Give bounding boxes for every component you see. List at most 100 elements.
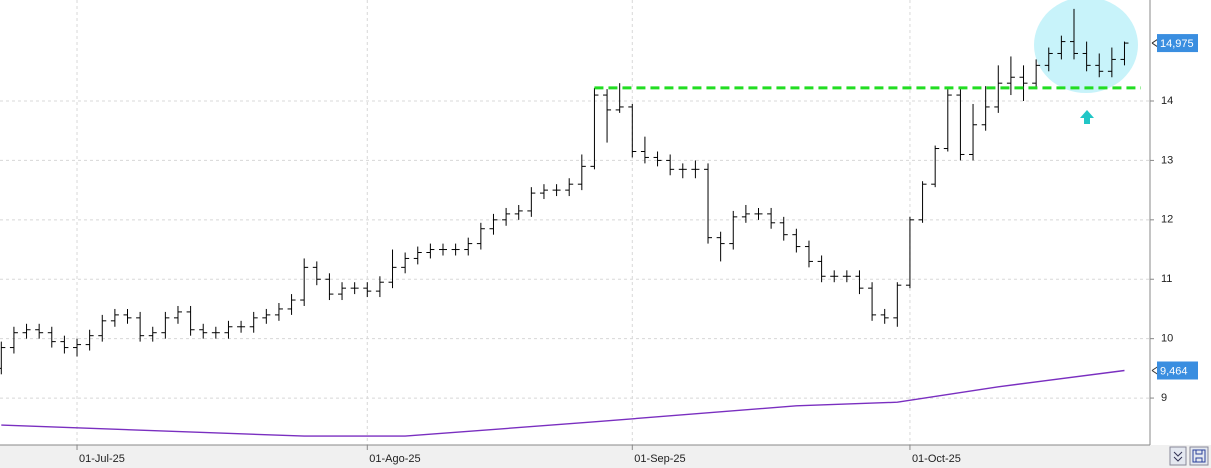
ohlc-bar [173,305,182,324]
up-arrow [1080,110,1094,124]
ohlc-bar [514,204,523,220]
y-tick-label: 11 [1161,273,1172,285]
ohlc-bar [729,210,738,250]
ohlc-bar [148,326,157,342]
price-label: 14,975 [1160,38,1194,50]
y-tick-label: 10 [1161,333,1173,345]
ohlc-bar [767,207,776,229]
ohlc-bar [603,89,612,143]
ohlc-bar [956,89,965,161]
ohlc-bar [325,273,334,301]
x-tick-label: 01-Sep-25 [634,453,685,465]
ohlc-bar [22,323,31,339]
ohlc-bar [439,243,447,256]
ohlc-bar [804,240,813,268]
y-tick-label: 14 [1161,95,1173,107]
ohlc-bar [565,178,574,197]
ohlc-bar [628,103,637,158]
ohlc-bar [855,270,864,295]
ohlc-bar [388,249,397,289]
ohlc-bar [842,270,851,283]
ohlc-bar [110,308,119,327]
ohlc-bar [136,311,145,342]
y-tick-label: 9 [1161,392,1167,404]
x-tick-label: 01-Ago-25 [369,453,420,465]
ohlc-bar [880,308,889,324]
ohlc-bar [792,228,801,253]
price-label: 9,464 [1160,365,1188,377]
price-label-box [1157,34,1198,53]
ohlc-bar [704,163,713,244]
ohlc-bar [552,184,561,197]
ohlc-bar [1095,53,1104,78]
ohlc-bar [678,163,687,179]
ohlc-bar [653,151,662,167]
ohlc-bar [98,314,107,342]
highlight-circle [1034,0,1138,93]
ohlc-bar [918,181,927,223]
x-tick-label: 01-Oct-25 [912,453,961,465]
save-icon [1192,449,1206,463]
ohlc-bar [716,231,725,262]
ohlc-bar [615,83,624,113]
ohlc-bar [287,294,296,315]
ohlc-bar [502,207,511,226]
ohlc-bar [931,145,940,188]
ohlc-bar [262,308,271,324]
collapse-icon [1173,451,1183,462]
x-tick-label: 01-Jul-25 [79,453,125,465]
ohlc-bar [1057,35,1066,60]
ohlc-bar [691,160,700,179]
ohlc-bar [312,261,321,286]
ohlc-bar [489,213,498,235]
ohlc-bar [60,335,69,354]
ohlc-bar [1070,8,1078,60]
ohlc-bar [981,86,990,131]
ohlc-bar [73,338,82,357]
ohlc-bar [994,65,1003,113]
ohlc-bar [527,187,536,217]
ohlc-bar [161,311,170,339]
ohlc-bar [1082,41,1091,72]
ohlc-bar [237,320,246,333]
ohlc-bar [539,184,548,200]
ohlc-bar [426,243,435,259]
ohlc-bar [0,341,6,375]
ohlc-bar [413,246,422,265]
ohlc-bar [350,282,359,295]
ohlc-bar [85,329,94,351]
ohlc-bar [338,282,347,301]
save-button[interactable] [1189,446,1209,466]
ohlc-bar [943,89,952,152]
ohlc-bar [1006,56,1015,96]
ohlc-bar [199,323,208,339]
x-axis-band [0,445,1211,468]
ohlc-bar [375,276,384,298]
ohlc-bar [211,326,220,339]
ohlc-bar [401,252,410,274]
ohlc-bar [1032,59,1041,90]
ohlc-bar [830,270,839,283]
ohlc-bar [451,243,460,256]
ohlc-bar [741,204,750,223]
ohlc-bar [817,255,826,283]
ohlc-bar [363,282,372,298]
y-tick-label: 13 [1161,154,1173,166]
moving-average-line [1,369,1125,437]
ohlc-bar [224,320,233,339]
ohlc-bar [249,311,258,333]
ohlc-bar [905,216,914,289]
y-tick-label: 12 [1161,214,1173,226]
ohlc-bar [640,136,649,164]
ohlc-bar [464,237,473,256]
ohlc-bar [893,282,902,327]
ohlc-bar [9,326,18,354]
ohlc-bar [1120,41,1129,66]
ohlc-bar [1019,65,1028,102]
ohlc-bar [779,216,788,241]
ohlc-bar [1044,47,1053,72]
ohlc-bar [300,258,309,306]
ohlc-bar [666,154,675,176]
ohlc-bar [969,103,978,161]
